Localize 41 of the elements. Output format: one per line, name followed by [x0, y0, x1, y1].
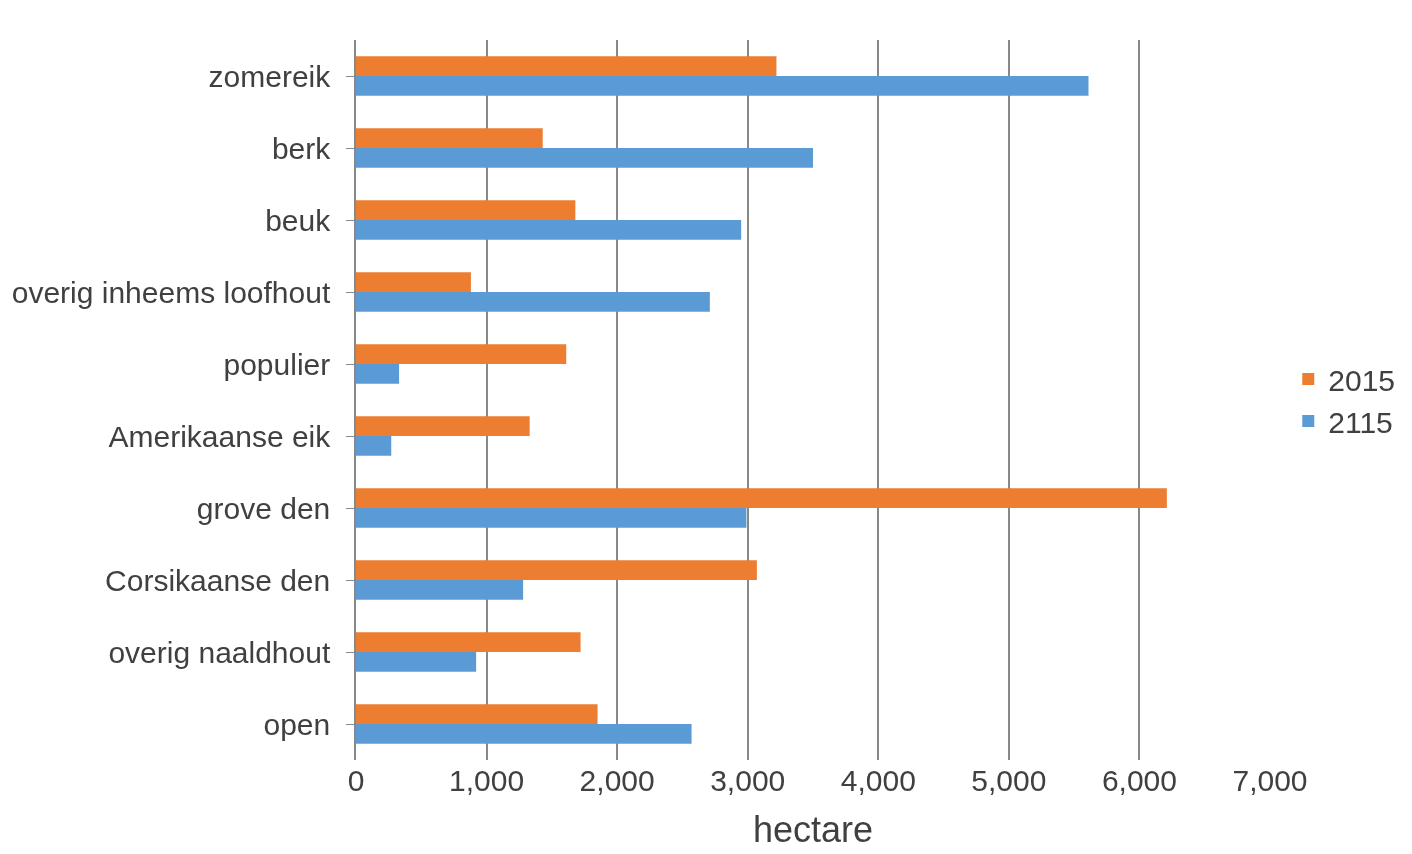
bar — [356, 128, 543, 148]
bar — [356, 704, 598, 724]
bar — [356, 292, 710, 312]
x-tick-label: 5,000 — [971, 764, 1047, 797]
x-tick-label: 1,000 — [449, 764, 525, 797]
bar — [356, 652, 477, 672]
bar — [356, 488, 1167, 508]
y-tick-label: berk — [271, 131, 332, 165]
x-tick-label: 7,000 — [1232, 764, 1308, 797]
y-tick-label: zomereik — [208, 59, 332, 93]
y-tick-label: overig naaldhout — [108, 635, 331, 669]
y-tick-label: Corsikaanse den — [105, 563, 331, 597]
bar — [356, 724, 692, 744]
y-tick-label: populier — [223, 347, 331, 381]
x-tick-label: 6,000 — [1101, 764, 1177, 797]
bar — [356, 272, 471, 292]
bar — [356, 560, 757, 580]
y-tick-label: beuk — [265, 203, 332, 237]
bar — [356, 76, 1089, 96]
bar — [356, 364, 400, 384]
legend-label: 2115 — [1328, 405, 1393, 439]
x-tick-label: 3,000 — [710, 764, 786, 797]
bar — [356, 148, 813, 168]
y-tick-label: Amerikaanse eik — [108, 419, 332, 453]
y-tick-label: open — [263, 707, 331, 741]
x-tick-label: 4,000 — [840, 764, 916, 797]
bar — [356, 580, 524, 600]
bar — [356, 56, 777, 76]
x-axis-title: hectare — [752, 808, 874, 850]
bar — [356, 436, 392, 456]
bar — [356, 508, 747, 528]
bar — [356, 344, 567, 364]
bar — [356, 200, 576, 220]
bar — [356, 632, 581, 652]
x-tick-label: 0 — [347, 764, 365, 797]
legend-label: 2015 — [1328, 363, 1396, 397]
bar — [356, 416, 530, 436]
bar — [356, 220, 742, 240]
y-tick-label: grove den — [196, 491, 331, 525]
y-tick-label: overig inheems loofhout — [11, 275, 331, 309]
x-tick-label: 2,000 — [579, 764, 655, 797]
